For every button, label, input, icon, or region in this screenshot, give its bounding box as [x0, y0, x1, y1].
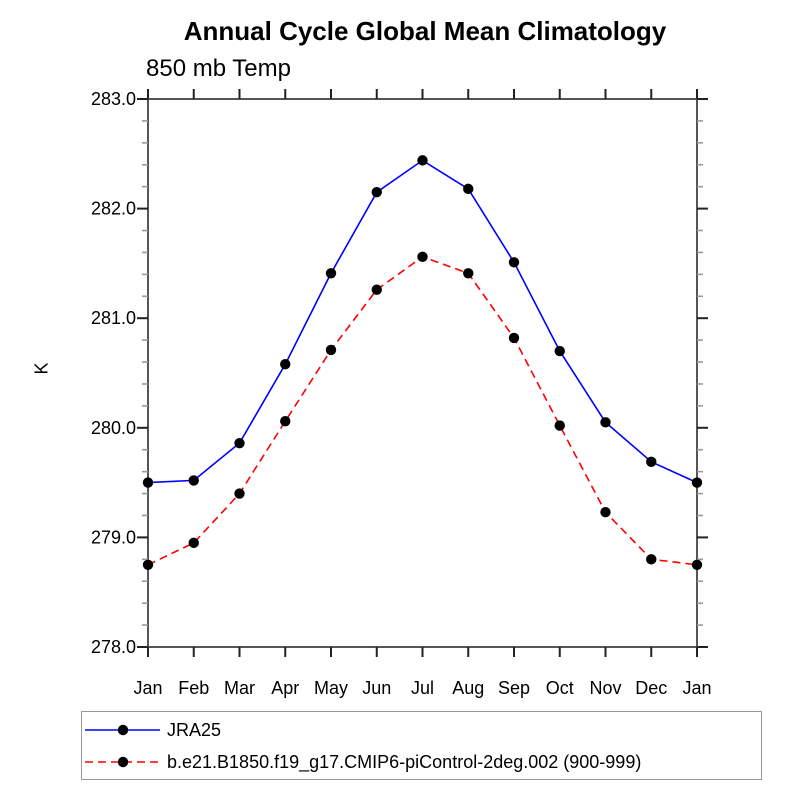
data-point-marker — [554, 345, 565, 357]
data-point-marker — [417, 155, 428, 166]
y-axis-ticks: 278.0 279.0 280.0 281.0 282.0 283.0 — [91, 89, 708, 657]
y-tick-label: 278.0 — [91, 637, 136, 657]
series-markers-0 — [142, 155, 703, 488]
data-point-marker — [508, 332, 520, 344]
legend-item-jra25: JRA25 — [85, 715, 761, 744]
data-point-marker — [234, 437, 245, 449]
y-tick-label: 279.0 — [91, 527, 136, 547]
x-tick-label: Nov — [589, 678, 621, 698]
data-point-marker — [188, 475, 199, 486]
chart-title: Annual Cycle Global Mean Climatology — [183, 16, 667, 46]
data-point-marker — [188, 537, 199, 549]
x-tick-label: Jan — [133, 678, 162, 698]
x-tick-label: Jun — [362, 678, 391, 698]
data-point-marker — [234, 488, 245, 499]
x-tick-label: Oct — [546, 678, 574, 698]
data-point-marker — [600, 417, 611, 428]
data-point-marker — [554, 420, 565, 431]
series-line-0 — [147, 159, 698, 484]
legend-swatch-marker — [117, 724, 129, 735]
data-point-marker — [371, 284, 382, 295]
data-point-marker — [691, 477, 703, 488]
data-point-marker — [646, 456, 657, 467]
data-point-marker — [142, 477, 154, 488]
series-line-1 — [147, 255, 698, 566]
x-tick-label: Mar — [224, 678, 255, 698]
x-tick-label: Jul — [411, 678, 434, 698]
data-point-marker — [325, 268, 337, 279]
data-point-marker — [508, 257, 520, 268]
x-tick-label: Apr — [271, 678, 299, 698]
data-point-marker — [325, 344, 337, 356]
data-point-marker — [142, 559, 154, 570]
x-tick-label: Jan — [682, 678, 711, 698]
data-point-marker — [371, 186, 382, 198]
data-point-marker — [646, 554, 657, 565]
axis-frame — [147, 98, 698, 648]
y-tick-label: 282.0 — [91, 199, 136, 219]
data-point-marker — [280, 416, 291, 427]
x-tick-label: Feb — [178, 678, 209, 698]
data-point-marker — [691, 559, 703, 570]
y-tick-label: 283.0 — [91, 89, 136, 109]
series-markers-1 — [142, 251, 703, 570]
data-point-marker — [463, 268, 474, 279]
chart-subtitle: 850 mb Temp — [146, 55, 291, 82]
legend-line-swatch-model — [85, 756, 160, 767]
legend-label-model: b.e21.B1850.f19_g17.CMIP6-piControl-2deg… — [167, 751, 642, 772]
legend: JRA25 b.e21.B1850.f19_g17.CMIP6-piContro… — [81, 711, 762, 780]
x-axis-ticks: Jan Feb Mar Apr May Jun Jul Aug Sep Oct Nov Dec Jan — [133, 89, 712, 698]
legend-label-jra25: JRA25 — [167, 719, 222, 740]
x-tick-label: Aug — [452, 678, 484, 698]
legend-item-model: b.e21.B1850.f19_g17.CMIP6-piControl-2deg… — [85, 747, 761, 776]
legend-swatch-marker — [117, 756, 129, 767]
y-tick-label: 281.0 — [91, 308, 136, 328]
data-point-marker — [417, 251, 428, 263]
data-point-marker — [463, 183, 474, 195]
x-tick-label: Dec — [635, 678, 667, 698]
x-tick-label: May — [314, 678, 348, 698]
legend-line-swatch-jra25 — [85, 724, 160, 735]
data-point-marker — [600, 506, 611, 518]
x-tick-label: Sep — [498, 678, 530, 698]
y-tick-label: 280.0 — [91, 418, 136, 438]
data-point-marker — [280, 359, 291, 370]
